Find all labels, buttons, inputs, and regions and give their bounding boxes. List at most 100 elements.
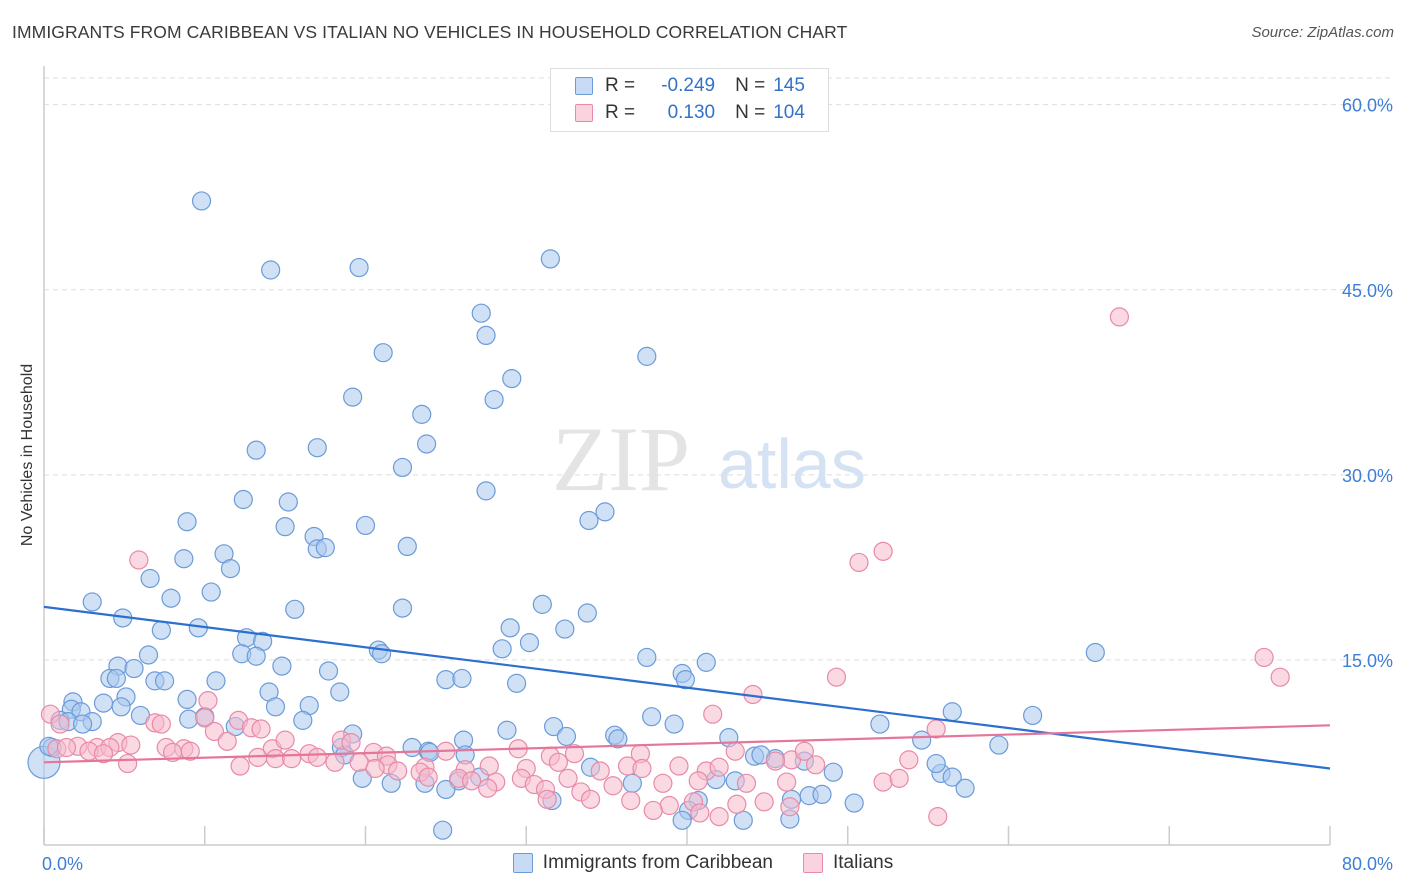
data-point-caribbean [82,592,102,612]
data-point-caribbean [392,457,413,478]
data-point-italians [117,753,138,774]
data-point-caribbean [926,753,946,774]
data-point-caribbean [272,656,292,676]
data-point-caribbean [500,618,520,638]
data-point-italians [265,749,286,769]
data-point-caribbean [579,510,599,531]
data-point-italians [690,803,710,823]
data-point-caribbean [556,726,577,747]
series-italians-points [40,307,1290,827]
data-point-italians [709,757,729,777]
data-point-caribbean [412,404,432,424]
data-point-italians [349,752,369,772]
data-point-italians [56,737,77,758]
data-point-caribbean [812,784,832,805]
data-point-caribbean [608,729,628,749]
data-point-caribbean [179,709,199,729]
legend-n-value: 104 [773,102,805,123]
data-point-caribbean [492,639,512,659]
bottom-legend-swatch-pink [803,853,823,873]
legend-r-value: -0.249 [661,75,716,96]
data-point-caribbean [1023,705,1043,726]
data-point-italians [794,741,814,761]
data-point-caribbean [642,707,662,727]
data-point-italians [251,719,271,739]
data-point-caribbean [233,489,253,510]
data-point-caribbean [476,325,496,346]
data-point-caribbean [93,693,114,713]
data-point-caribbean [246,646,266,666]
data-point-italians [899,750,919,770]
data-point-caribbean [989,735,1009,755]
data-point-italians [198,691,218,711]
data-point-caribbean [161,588,181,608]
data-point-italians [281,749,302,769]
data-point-italians [204,721,224,742]
data-point-caribbean [942,702,962,722]
legend: R = -0.249 N = 145 R = 0.130 N = 104 [550,68,829,132]
data-point-caribbean [484,389,504,410]
data-point-caribbean [436,779,456,800]
data-point-caribbean [140,568,160,589]
data-point-caribbean [452,668,472,689]
data-point-italians [275,730,295,750]
legend-r-label: R = [605,102,636,123]
data-point-caribbean [111,697,131,717]
data-point-caribbean [220,559,241,579]
data-point-caribbean [870,714,890,734]
data-point-caribbean [315,538,335,558]
data-point-italians [688,771,708,791]
data-point-caribbean [664,714,684,734]
data-point-italians [873,541,893,561]
data-point-italians [121,735,141,755]
chart-title: IMMIGRANTS FROM CARIBBEAN VS ITALIAN NO … [12,22,848,42]
data-point-italians [195,708,215,728]
data-point-caribbean [349,257,369,278]
data-point-italians [826,667,847,687]
data-point-italians [180,741,200,761]
legend-swatch-blue [575,77,593,95]
data-point-italians [889,768,909,788]
data-point-caribbean [261,260,281,280]
data-point-caribbean [174,549,194,569]
data-point-caribbean [696,652,716,672]
data-point-caribbean [955,778,975,798]
trend-line-italians [43,724,1331,764]
data-point-caribbean [637,346,657,366]
data-point-italians [603,776,623,796]
data-point-italians [307,747,327,767]
data-point-caribbean [912,730,932,750]
data-point-caribbean [471,303,491,323]
data-point-caribbean [285,599,305,619]
data-point-caribbean [675,670,695,690]
watermark-zip: ZIP [552,408,690,510]
data-point-italians [558,768,578,788]
data-point-italians [365,758,385,779]
data-point-italians [93,744,114,764]
data-point-caribbean [206,671,226,691]
data-point-italians [461,771,482,791]
data-point-caribbean [330,682,350,702]
source-label: Source: ZipAtlas.com [1251,24,1394,41]
data-point-italians [703,704,723,724]
data-point-caribbean [201,582,221,602]
data-point-italians [230,756,250,776]
data-point-caribbean [191,191,212,211]
data-point-italians [632,758,652,779]
legend-r-label: R = [605,75,636,96]
data-point-caribbean [154,671,175,691]
data-point-italians [659,795,679,816]
data-point-italians [780,797,800,817]
x-tick-label: 80.0% [1342,854,1393,874]
watermark-atlas: atlas [718,425,866,503]
data-point-italians [643,800,663,821]
data-point-caribbean [733,810,753,830]
data-point-italians [709,807,729,827]
data-point-caribbean [373,343,393,363]
data-point-italians [725,741,745,761]
legend-n-label: N = [735,75,766,96]
bottom-legend-italians: Italians [803,852,893,874]
data-point-caribbean [246,440,266,460]
data-point-caribbean [672,810,692,830]
legend-swatch-pink [575,104,593,122]
